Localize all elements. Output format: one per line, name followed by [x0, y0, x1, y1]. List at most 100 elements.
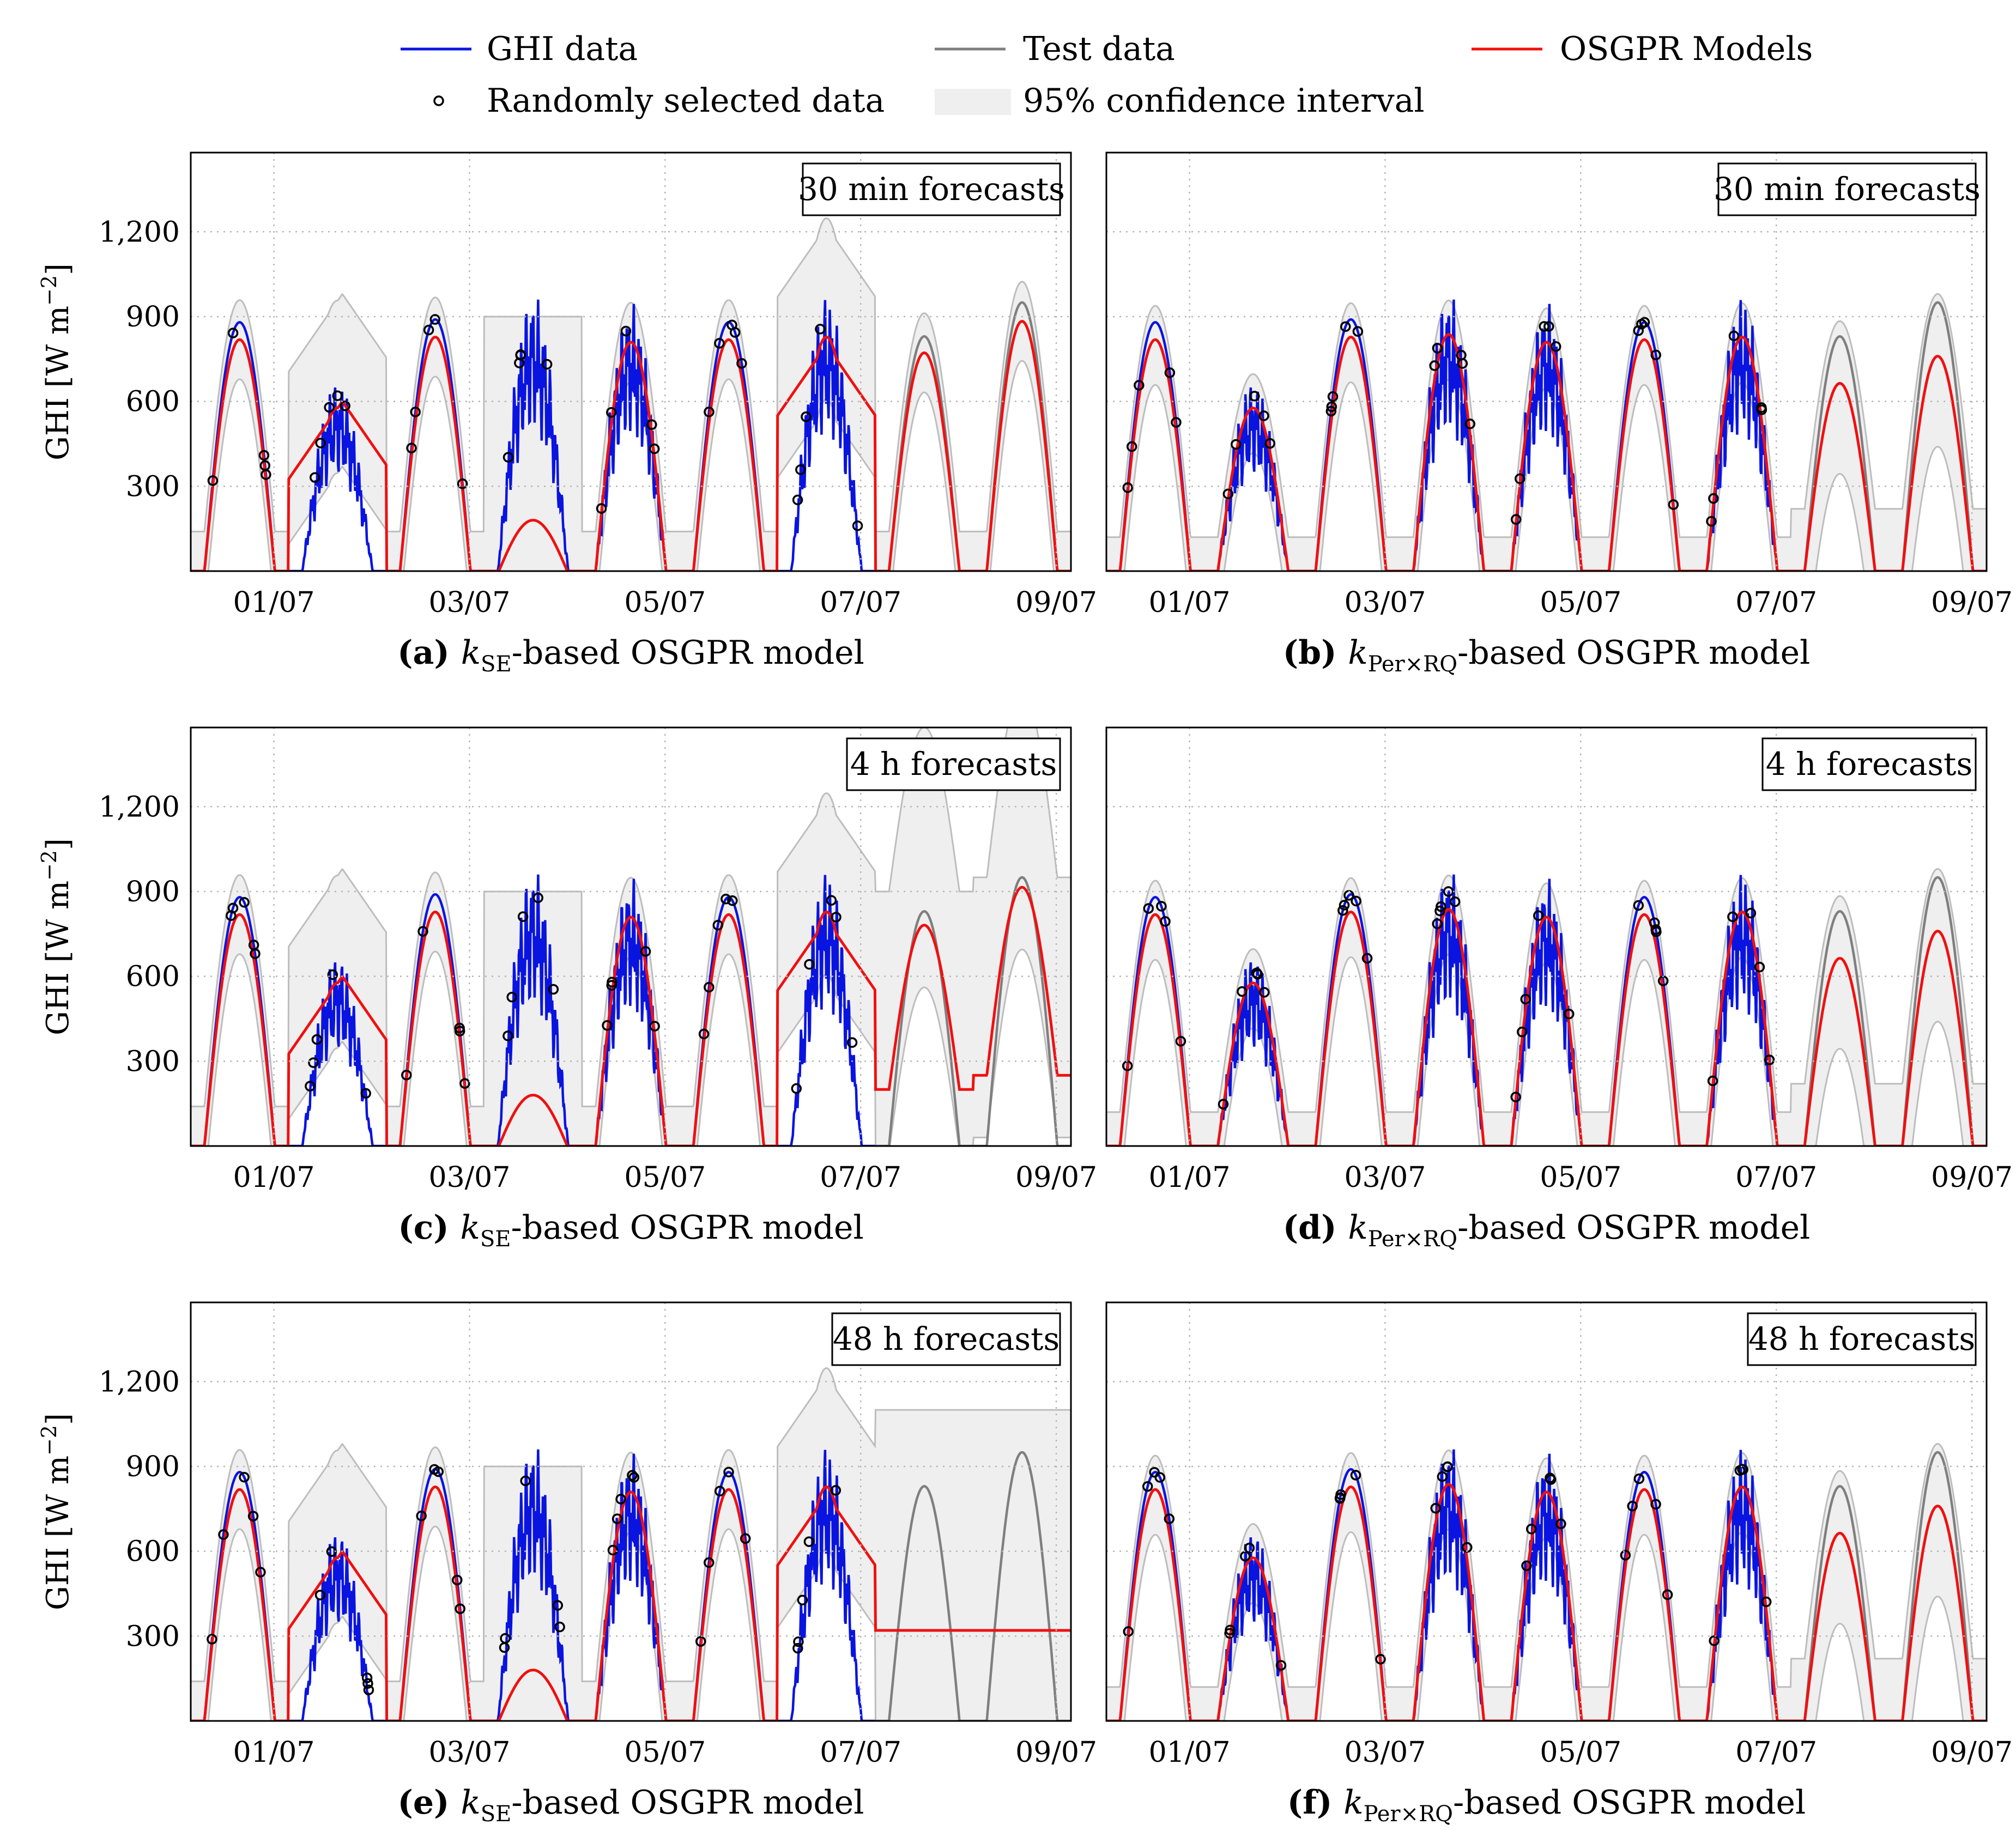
legend-ghi-label: GHI data: [487, 30, 638, 68]
selected-point: [401, 1070, 412, 1081]
y-axis-label-a: GHI [W m−2]: [37, 263, 76, 460]
selected-point: [1171, 417, 1182, 428]
selected-points-d: [1122, 886, 1775, 1110]
selected-point: [1627, 1501, 1638, 1512]
selected-point: [1352, 326, 1364, 337]
selected-point: [1264, 438, 1275, 449]
selected-point: [1432, 343, 1443, 354]
selected-point: [815, 324, 826, 335]
y-axis-label-c: GHI [W m−2]: [37, 838, 76, 1035]
selected-point: [795, 464, 806, 475]
plot-area-d: [1106, 868, 1987, 1146]
selected-point: [457, 478, 468, 489]
selected-point: [259, 460, 271, 471]
y-tick-e-2: 900: [126, 1451, 180, 1483]
legend-ci-swatch: [935, 89, 1011, 115]
panel-a: 30 min forecasts 01/07 03/07 05/07 07/07 09/0…: [37, 151, 1097, 677]
selected-point: [1350, 1470, 1361, 1481]
selected-point: [792, 1642, 803, 1654]
selected-point: [548, 984, 559, 995]
selected-point: [363, 1684, 374, 1695]
selected-point: [1456, 349, 1467, 361]
selected-point: [1734, 1465, 1746, 1476]
selected-point: [554, 1621, 565, 1633]
selected-point: [305, 1081, 316, 1092]
legend-model-label: OSGPR Models: [1560, 30, 1813, 68]
ci-upper-e: [191, 1367, 1071, 1682]
ci-upper-f: [1106, 1443, 1987, 1688]
selected-point: [255, 1567, 266, 1578]
selected-point: [1633, 900, 1644, 911]
model-series-f: [1106, 1483, 1987, 1721]
selected-point: [1633, 1473, 1645, 1484]
y-tick-e-1: 600: [126, 1536, 180, 1568]
model-series-a: [191, 320, 1071, 571]
horizon-box-d: [1761, 737, 1977, 791]
selected-point: [423, 324, 434, 336]
selected-point: [797, 1595, 808, 1605]
selected-point: [1449, 896, 1461, 907]
selected-point: [1533, 910, 1544, 921]
selected-point: [239, 897, 250, 908]
selected-point: [247, 1511, 259, 1521]
selected-point: [1754, 961, 1765, 973]
selected-point: [311, 1034, 323, 1045]
selected-point: [1633, 325, 1644, 336]
ghi-series-d: [1106, 874, 1791, 1146]
y-tick-a-0: 300: [126, 470, 180, 503]
selected-point: [314, 1590, 326, 1600]
selected-point: [1510, 514, 1522, 525]
plot-area-a: [191, 217, 1071, 571]
selected-point: [1325, 405, 1337, 417]
ci-upper-c: [191, 727, 1071, 1107]
selected-point: [1650, 1499, 1661, 1510]
horizon-label-a: 30 min forecasts: [798, 171, 1065, 208]
horizon-box-c: [846, 737, 1061, 791]
horizon-label-e: 48 h forecasts: [833, 1320, 1060, 1357]
x-tick-e-1: 03/07: [428, 1736, 510, 1769]
selected-point: [602, 1020, 613, 1031]
selected-point: [1727, 911, 1738, 923]
y-tick-c-2: 900: [126, 876, 180, 908]
x-tick-a-4: 09/07: [1015, 586, 1097, 619]
selected-point: [703, 1557, 715, 1568]
selected-point: [649, 443, 660, 454]
selected-point: [727, 895, 738, 906]
selected-point: [1521, 1560, 1532, 1571]
selected-point: [1339, 900, 1350, 911]
ci-band-e: [191, 1368, 1071, 1721]
selected-point: [207, 475, 219, 486]
horizon-label-c: 4 h forecasts: [850, 745, 1057, 783]
selected-point: [1275, 1660, 1287, 1671]
x-tick-d-0: 01/07: [1149, 1161, 1231, 1194]
selected-point: [1224, 1628, 1235, 1639]
selected-point: [416, 1511, 427, 1521]
selected-point: [500, 1633, 511, 1644]
selected-point: [791, 1083, 802, 1094]
test-series-e: [875, 1451, 1071, 1721]
selected-point: [1327, 391, 1339, 402]
selected-point: [517, 911, 529, 922]
selected-point: [1326, 401, 1337, 413]
y-tick-a-2: 900: [126, 301, 180, 334]
test-series-b: [1791, 301, 1987, 571]
selected-point: [459, 1078, 470, 1089]
selected-point: [327, 969, 338, 980]
selected-point: [1258, 410, 1269, 421]
selected-point: [308, 1057, 319, 1068]
x-tick-b-3: 07/07: [1735, 586, 1817, 619]
y-tick-a-1: 600: [126, 386, 180, 419]
selected-point: [452, 1574, 463, 1586]
selected-point: [1123, 1626, 1134, 1637]
selected-point: [1745, 907, 1757, 919]
selected-point: [1443, 886, 1454, 897]
grid-b: [1106, 153, 1987, 571]
selected-point: [1154, 1472, 1166, 1483]
selected-point: [1251, 967, 1262, 979]
selected-point: [1555, 1518, 1566, 1530]
selected-point: [332, 390, 343, 402]
grid-c: [191, 727, 1071, 1146]
selected-point: [1668, 499, 1679, 510]
selected-point: [1650, 349, 1662, 361]
grid-e: [191, 1302, 1071, 1721]
